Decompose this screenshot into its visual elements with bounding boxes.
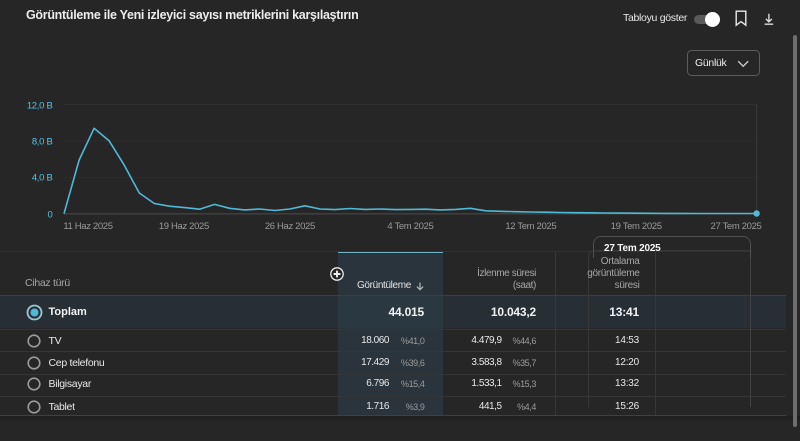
svg-text:19 Haz 2025: 19 Haz 2025 — [159, 221, 209, 230]
svg-text:26 Haz 2025: 26 Haz 2025 — [265, 221, 315, 230]
svg-text:11 Haz 2025: 11 Haz 2025 — [63, 221, 112, 230]
svg-text:12 Tem 2025: 12 Tem 2025 — [505, 221, 556, 230]
svg-text:8,0 B: 8,0 B — [32, 137, 53, 148]
svg-text:27 Tem 2025: 27 Tem 2025 — [711, 221, 762, 230]
svg-text:4 Tem 2025: 4 Tem 2025 — [387, 221, 433, 230]
svg-text:12,0 B: 12,0 B — [27, 101, 53, 112]
svg-text:19 Tem 2025: 19 Tem 2025 — [611, 221, 662, 230]
svg-text:0: 0 — [48, 209, 53, 220]
svg-text:4,0 B: 4,0 B — [32, 173, 53, 184]
